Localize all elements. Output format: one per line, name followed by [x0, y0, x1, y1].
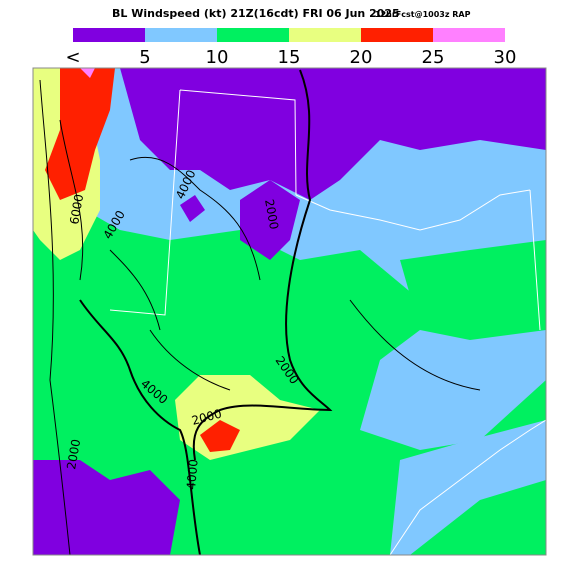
- map: 6000 4000 4000 2000 2000 2000 4000 2000 …: [32, 67, 547, 556]
- colorbar-swatch: [433, 28, 505, 42]
- state-border: [109, 89, 297, 316]
- coastline: [389, 419, 546, 555]
- colorbar: [73, 28, 505, 42]
- colorbar-label: 10: [206, 47, 229, 68]
- colorbar-swatch: [217, 28, 289, 42]
- region: [240, 180, 300, 260]
- colorbar-label: 20: [350, 47, 373, 68]
- subtitle: 12hrFcst@1003z RAP: [375, 10, 471, 19]
- region: [120, 68, 546, 200]
- contour: [192, 69, 333, 461]
- colorbar-swatch: [145, 28, 217, 42]
- state-border: [295, 189, 541, 331]
- colorbar-swatch: [361, 28, 433, 42]
- colorbar-label: 5: [139, 47, 150, 68]
- contour-label: 4000: [184, 459, 201, 491]
- colorbar-swatch: [73, 28, 145, 42]
- title: BL Windspeed (kt) 21Z(16cdt) FRI 06 Jun …: [112, 7, 400, 20]
- map-frame: [32, 67, 547, 556]
- region: [80, 68, 95, 78]
- colorbar-label: 25: [422, 47, 445, 68]
- region: [180, 195, 205, 222]
- colorbar-label: 15: [278, 47, 301, 68]
- contour-label: 2000: [64, 438, 83, 471]
- region: [200, 420, 240, 452]
- region: [33, 460, 180, 555]
- contour: [39, 79, 481, 555]
- contour-label: 6000: [67, 193, 86, 226]
- colorbar-label: 30: [494, 47, 517, 68]
- contour-label: 2000: [262, 198, 281, 231]
- region: [400, 240, 546, 340]
- colorbar-swatch: [289, 28, 361, 42]
- contour: [79, 299, 201, 555]
- colorbar-label: <: [65, 47, 80, 68]
- region: [45, 68, 115, 200]
- region: [390, 420, 546, 555]
- colorbar-labels: <5 10 15 20 25 30: [65, 47, 516, 68]
